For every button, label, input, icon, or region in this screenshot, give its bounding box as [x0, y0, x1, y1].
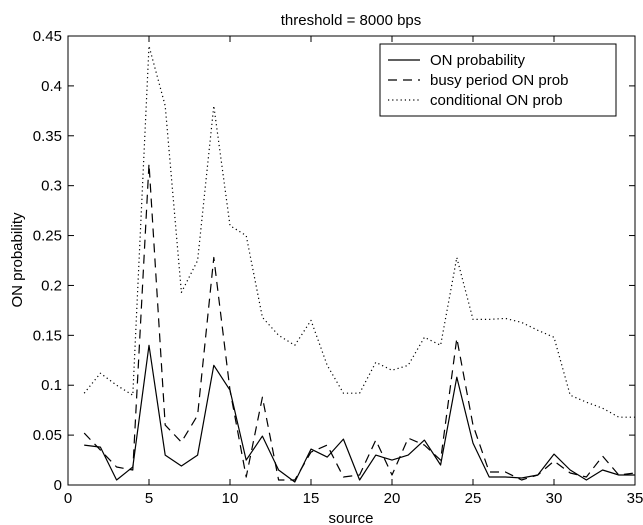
plot-area: 0 5 10 15 20 25 30 35 0 0.05 0.1 0.15 0.2 0.25 0.3 0.35… — [33, 28, 643, 507]
series-line-on-probability — [84, 344, 635, 483]
y-tick-label: 0.2 — [41, 277, 62, 294]
series-line-busy-period-on-prob — [83, 163, 636, 481]
x-axis-title: source — [328, 510, 373, 525]
y-tick-label: 0.45 — [33, 28, 62, 45]
series-line-conditional-on-prob — [83, 45, 635, 418]
legend-label-on-probability: ON probability — [430, 52, 526, 69]
y-tick-label: 0 — [54, 477, 62, 494]
y-tick-label: 0.15 — [33, 327, 62, 344]
legend-label-busy-period-on-prob: busy period ON prob — [430, 72, 568, 89]
x-tick-label: 25 — [465, 490, 482, 507]
y-axis-title: ON probability — [9, 212, 26, 308]
y-tick-label: 0.35 — [33, 128, 62, 145]
x-tick-label: 20 — [384, 490, 401, 507]
x-tick-label: 5 — [145, 490, 153, 507]
y-tick-label: 0.3 — [41, 178, 62, 195]
x-tick-label: 0 — [64, 490, 72, 507]
chart-title: threshold = 8000 bps — [281, 12, 422, 29]
x-tick-label: 10 — [222, 490, 239, 507]
x-tick-label: 15 — [303, 490, 320, 507]
y-tick-label: 0.4 — [41, 78, 62, 95]
legend: ON probability busy period ON prob conditi… — [379, 43, 617, 117]
y-tick-label: 0.1 — [41, 377, 62, 394]
plot-frame — [67, 35, 636, 486]
y-tick-label: 0.25 — [33, 228, 62, 245]
y-tick-label: 0.05 — [33, 427, 62, 444]
x-tick-label: 35 — [627, 490, 643, 507]
x-tick-label: 30 — [546, 490, 563, 507]
legend-label-conditional-on-prob: conditional ON prob — [430, 92, 563, 109]
